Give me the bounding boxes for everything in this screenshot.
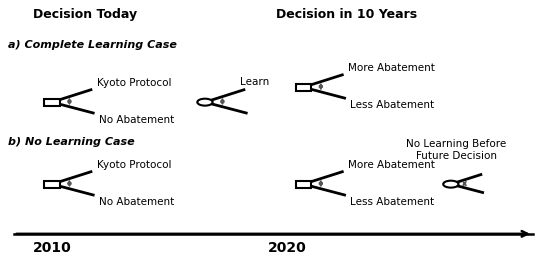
Bar [44, 181, 60, 188]
Text: 2010: 2010 [33, 241, 71, 255]
Circle shape [443, 181, 459, 188]
Text: No Learning Before
Future Decision: No Learning Before Future Decision [406, 139, 506, 160]
Text: b) No Learning Case: b) No Learning Case [8, 137, 135, 147]
Text: Learn: Learn [240, 77, 269, 87]
Text: Less Abatement: Less Abatement [351, 197, 434, 207]
Text: No Abatement: No Abatement [99, 115, 174, 125]
Text: 2020: 2020 [268, 241, 306, 255]
Text: Kyoto Protocol: Kyoto Protocol [97, 78, 171, 88]
Bar [296, 181, 311, 188]
Circle shape [197, 99, 213, 106]
Text: More Abatement: More Abatement [348, 160, 435, 170]
Text: Decision Today: Decision Today [33, 8, 137, 21]
Text: a) Complete Learning Case: a) Complete Learning Case [8, 40, 177, 50]
Bar [44, 99, 60, 106]
Text: Decision in 10 Years: Decision in 10 Years [277, 8, 418, 21]
Text: Kyoto Protocol: Kyoto Protocol [97, 160, 171, 170]
Text: More Abatement: More Abatement [348, 63, 435, 73]
Text: Less Abatement: Less Abatement [351, 100, 434, 110]
Text: No Abatement: No Abatement [99, 197, 174, 207]
Bar [296, 84, 311, 91]
